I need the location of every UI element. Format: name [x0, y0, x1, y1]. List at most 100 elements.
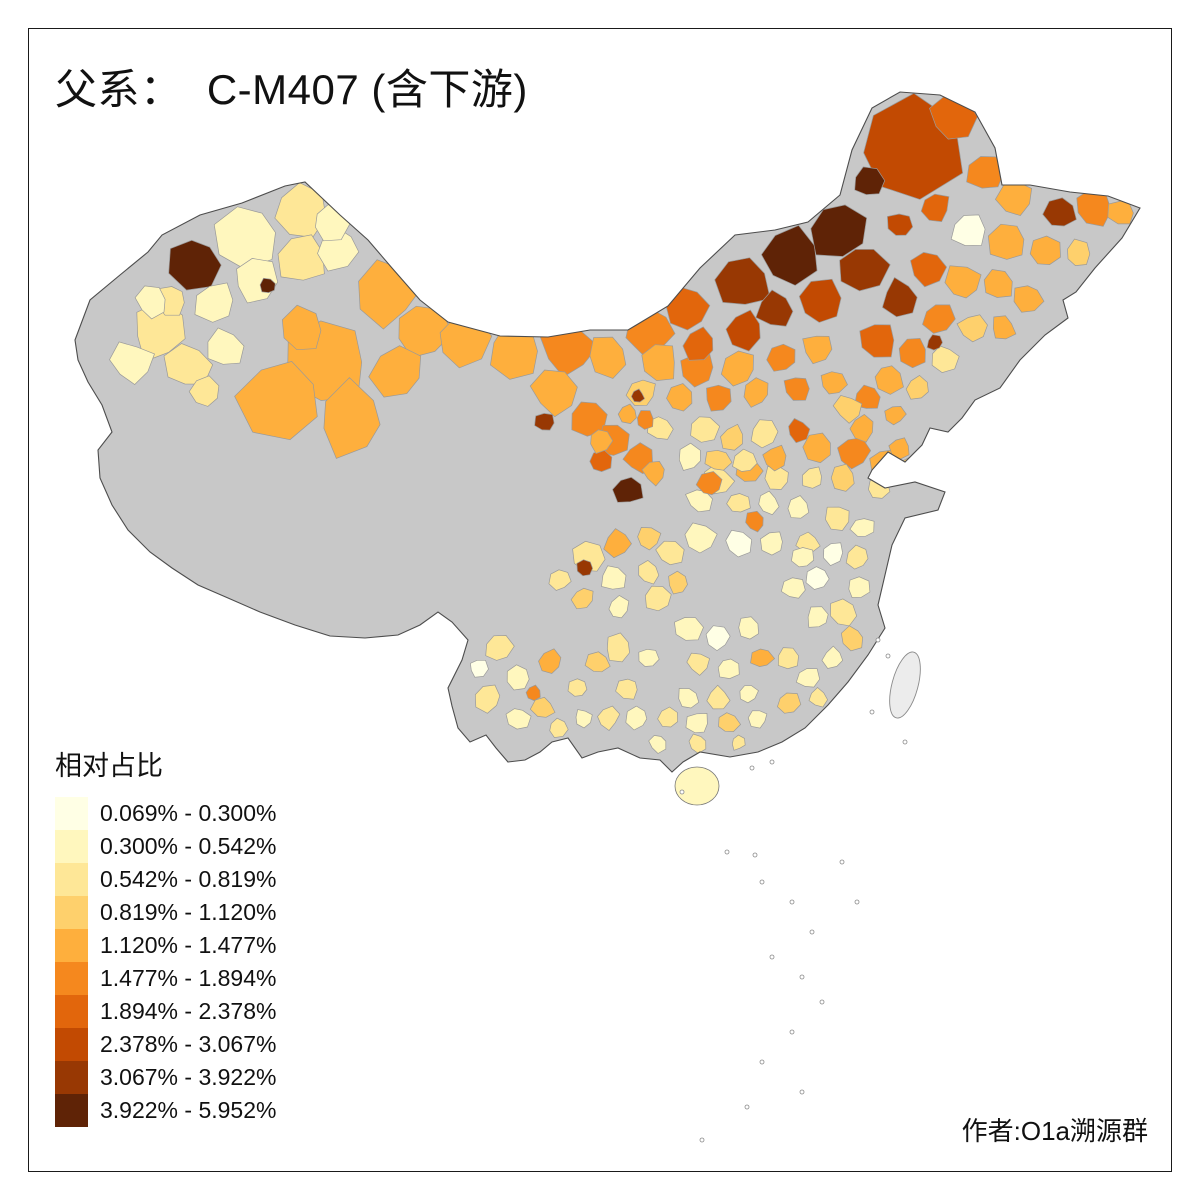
legend-entry: 1.120% - 1.477% — [55, 929, 276, 962]
legend-entry: 0.542% - 0.819% — [55, 863, 276, 896]
map-region — [926, 334, 943, 351]
map-region — [277, 234, 325, 281]
map-region — [548, 569, 572, 591]
map-region — [608, 594, 630, 619]
legend-swatch — [55, 896, 88, 929]
map-region — [686, 652, 711, 676]
map-region — [590, 429, 614, 455]
map-region — [910, 252, 948, 288]
map-region — [648, 735, 667, 754]
map-region — [695, 471, 723, 496]
map-region — [718, 712, 742, 732]
map-title: 父系： C-M407 (含下游) — [55, 66, 528, 113]
legend-entry: 1.894% - 2.378% — [55, 995, 276, 1028]
map-region — [808, 687, 829, 708]
map-region — [758, 490, 780, 516]
map-region — [750, 648, 776, 667]
map-region — [777, 647, 799, 670]
map-region — [323, 377, 381, 459]
map-region — [259, 277, 276, 293]
legend-entry: 0.069% - 0.300% — [55, 797, 276, 830]
map-region — [725, 529, 753, 558]
map-region — [134, 285, 166, 320]
map-region — [589, 449, 613, 472]
map-region — [780, 577, 806, 599]
map-region — [726, 493, 751, 513]
map-region — [685, 489, 713, 513]
map-region — [109, 341, 155, 385]
map-region — [750, 419, 779, 449]
map-region — [281, 304, 322, 351]
map-region — [612, 476, 644, 503]
map-region — [638, 648, 660, 667]
legend-label: 1.477% - 1.894% — [100, 965, 277, 991]
map-region — [688, 733, 707, 754]
legend-entry: 3.067% - 3.922% — [55, 1061, 276, 1094]
map-region — [762, 444, 787, 472]
map-region — [505, 708, 532, 730]
small-island — [759, 1059, 765, 1065]
map-region — [854, 166, 886, 195]
map-region — [854, 384, 881, 409]
legend-label: 0.300% - 0.542% — [100, 833, 277, 859]
map-region — [704, 449, 733, 471]
map-region — [705, 625, 731, 652]
map-region — [887, 213, 914, 236]
small-island — [875, 637, 881, 643]
map-region — [1107, 200, 1134, 225]
legend-swatch — [55, 995, 88, 1028]
small-island — [789, 899, 795, 905]
map-region — [657, 706, 679, 728]
map-region — [725, 309, 761, 352]
legend-label: 3.922% - 5.952% — [100, 1097, 277, 1123]
map-region — [922, 304, 956, 334]
legend-label: 0.819% - 1.120% — [100, 899, 277, 925]
small-island — [869, 709, 875, 715]
map-region — [956, 314, 988, 343]
map-region — [549, 717, 569, 738]
map-region — [637, 527, 662, 551]
map-region — [678, 688, 700, 709]
map-region — [987, 223, 1025, 260]
map-region — [820, 371, 848, 395]
map-region — [525, 684, 541, 701]
map-region — [706, 684, 731, 710]
map-region — [840, 625, 864, 652]
small-island — [749, 765, 755, 771]
legend-entry: 2.378% - 3.067% — [55, 1028, 276, 1061]
map-region — [720, 423, 743, 451]
map-region — [234, 361, 318, 441]
map-region — [849, 413, 874, 443]
map-region — [760, 531, 783, 556]
map-region — [538, 648, 562, 674]
map-region — [1013, 285, 1045, 313]
map-region — [776, 692, 802, 714]
map-region — [881, 277, 918, 318]
map-region — [682, 326, 714, 361]
map-region — [666, 383, 693, 412]
legend-entry: 1.477% - 1.894% — [55, 962, 276, 995]
map-region — [745, 510, 764, 533]
mainland-outline — [74, 91, 1141, 773]
map-region — [983, 269, 1013, 298]
small-island — [789, 1029, 795, 1035]
map-region — [625, 705, 648, 731]
map-region — [830, 598, 858, 627]
map-region — [685, 713, 708, 734]
map-region — [807, 606, 829, 628]
map-region — [1029, 235, 1061, 265]
legend-entry: 3.922% - 5.952% — [55, 1094, 276, 1127]
map-region — [575, 709, 593, 729]
small-island — [699, 1137, 705, 1143]
legend-label: 2.378% - 3.067% — [100, 1031, 277, 1057]
taiwan-island — [889, 651, 921, 719]
small-island — [902, 739, 908, 745]
map-region — [743, 377, 769, 408]
map-region — [931, 345, 960, 373]
small-island — [854, 899, 860, 905]
attribution: 作者:O1a溯源群 — [961, 1116, 1148, 1146]
small-island — [752, 852, 758, 858]
legend-swatch — [55, 1028, 88, 1061]
map-region — [597, 705, 621, 731]
map-region — [194, 282, 234, 323]
